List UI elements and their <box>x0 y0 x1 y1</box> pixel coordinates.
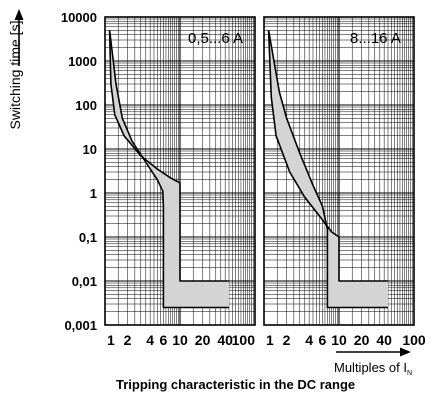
x-tick-label: 100 <box>402 332 426 348</box>
series-line-1-upper <box>108 30 229 282</box>
x-tick-label: 100 <box>232 332 256 348</box>
x-tick-label: 40 <box>376 332 392 348</box>
x-tick-label: 6 <box>318 332 326 348</box>
y-tick-label: 10 <box>83 142 97 157</box>
x-axis-arrowhead-icon <box>400 347 411 357</box>
panel-label-2: 8...16 A <box>350 30 401 47</box>
x-axis-label: Multiples of IN <box>334 360 412 377</box>
x-tick-label: 1 <box>266 332 274 348</box>
tripping-band-2 <box>268 30 388 308</box>
x-tick-label: 10 <box>331 332 347 348</box>
x-tick-label: 6 <box>159 332 167 348</box>
series-line-1-lower <box>108 30 229 309</box>
y-axis-arrowhead-icon <box>14 9 24 20</box>
y-tick-label: 1000 <box>68 54 97 69</box>
y-tick-label: 0,01 <box>72 274 97 289</box>
y-tick-label: 0,001 <box>64 318 97 333</box>
frame-layer <box>104 16 415 326</box>
y-tick-label: 1 <box>90 186 97 201</box>
x-tick-label: 1 <box>107 332 115 348</box>
series-line-2-upper <box>267 30 388 282</box>
x-tick-label: 2 <box>283 332 291 348</box>
x-tick-label: 20 <box>354 332 370 348</box>
plot-frame-2 <box>263 16 415 326</box>
y-tick-label: 10000 <box>61 10 97 25</box>
plot-frame-1 <box>104 16 256 326</box>
y-axis-label: Switching time [s] <box>7 21 23 130</box>
tripping-band-1 <box>109 30 229 308</box>
band-layer <box>108 30 388 309</box>
x-tick-label: 10 <box>172 332 188 348</box>
y-tick-label: 0,1 <box>79 230 97 245</box>
panel-label-1: 0,5...6 A <box>188 30 243 47</box>
y-tick-label: 100 <box>75 98 97 113</box>
x-tick-label: 4 <box>146 332 154 348</box>
chart-title: Tripping characteristic in the DC range <box>116 377 355 392</box>
series-line-2-lower <box>267 30 388 309</box>
x-tick-label: 2 <box>124 332 132 348</box>
x-tick-label: 4 <box>305 332 313 348</box>
x-tick-label: 20 <box>195 332 211 348</box>
x-tick-label: 40 <box>217 332 233 348</box>
